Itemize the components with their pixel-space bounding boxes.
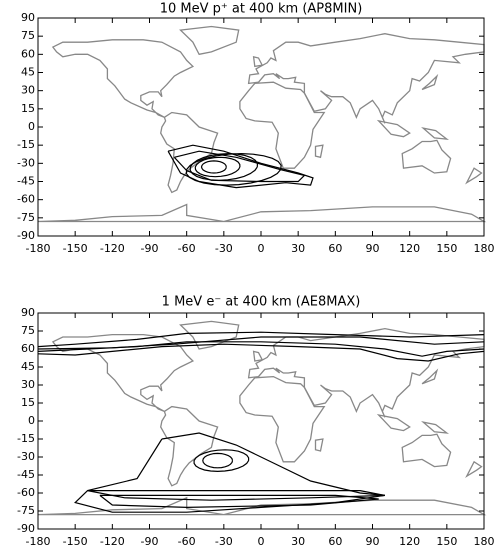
panel: 10 MeV p⁺ at 400 km (AP8MIN)-180 -150 -120… — [17, 2, 494, 256]
coastline — [37, 496, 487, 516]
x-tick-label: 0 — [258, 242, 265, 255]
contour-line — [37, 343, 485, 362]
y-tick-label: 75 — [21, 29, 35, 42]
x-tick-label: -30 — [215, 535, 233, 548]
x-tick-label: 180 — [474, 535, 495, 548]
x-tick-label: -180 — [26, 242, 51, 255]
contour-line — [202, 452, 234, 469]
y-tick-label: 15 — [21, 396, 35, 409]
y-tick-label: -15 — [17, 432, 35, 445]
coastline — [51, 333, 195, 413]
contour-line — [185, 152, 282, 186]
coastline — [401, 433, 452, 468]
y-tick-label: -90 — [17, 229, 35, 242]
y-tick-label: -90 — [17, 522, 35, 535]
y-tick-label: 15 — [21, 102, 35, 115]
contour-line — [99, 494, 379, 509]
x-tick-label: -90 — [141, 242, 159, 255]
y-tick-label: 75 — [21, 324, 35, 337]
coastline — [314, 438, 324, 452]
contour-line — [193, 449, 250, 473]
contour-line — [173, 150, 306, 183]
y-tick-label: 0 — [28, 414, 35, 427]
coastline — [421, 73, 439, 91]
x-tick-label: 0 — [258, 535, 265, 548]
chart-title: 10 MeV p⁺ at 400 km (AP8MIN) — [160, 2, 363, 17]
x-tick-label: 180 — [474, 242, 495, 255]
contour-line — [200, 160, 227, 174]
x-tick-label: -150 — [63, 535, 88, 548]
y-tick-label: -75 — [17, 211, 35, 224]
x-tick-label: -150 — [63, 242, 88, 255]
coastline — [239, 81, 326, 169]
x-tick-label: 150 — [436, 535, 457, 548]
contour-line — [37, 331, 485, 348]
x-tick-label: -120 — [100, 535, 125, 548]
chart-title: 1 MeV e⁻ at 400 km (AE8MAX) — [162, 295, 361, 310]
y-tick-label: -30 — [17, 156, 35, 169]
coastline — [252, 350, 264, 362]
y-tick-label: -60 — [17, 486, 35, 499]
y-tick-label: 90 — [21, 306, 35, 319]
y-tick-label: 45 — [21, 360, 35, 373]
x-tick-label: -30 — [215, 242, 233, 255]
contour-line — [37, 341, 485, 357]
coastline — [51, 39, 195, 118]
plot-frame — [37, 17, 485, 237]
contour-line — [189, 152, 259, 181]
x-tick-label: 30 — [291, 242, 305, 255]
coastline — [421, 421, 450, 434]
y-tick-label: -45 — [17, 175, 35, 188]
y-tick-label: 0 — [28, 120, 35, 133]
coastline — [421, 368, 439, 385]
y-tick-label: 60 — [21, 342, 35, 355]
x-tick-label: 30 — [291, 535, 305, 548]
y-tick-label: 45 — [21, 66, 35, 79]
x-tick-label: 120 — [399, 242, 420, 255]
x-tick-label: -120 — [100, 242, 125, 255]
panel: 1 MeV e⁻ at 400 km (AE8MAX)-180 -150 -120-… — [17, 295, 494, 549]
contour-line — [37, 336, 485, 350]
x-tick-label: 60 — [328, 242, 342, 255]
x-tick-label: 90 — [366, 242, 380, 255]
coastline — [160, 111, 219, 194]
coastline — [160, 405, 219, 487]
coastline — [376, 413, 411, 432]
contour-line — [194, 156, 241, 178]
coastline — [239, 375, 326, 463]
x-tick-label: -90 — [141, 535, 159, 548]
y-tick-label: -15 — [17, 138, 35, 151]
x-tick-label: -60 — [178, 535, 196, 548]
y-tick-label: -45 — [17, 468, 35, 481]
coastline — [247, 33, 485, 124]
contour-line — [167, 144, 314, 189]
coastline — [314, 144, 324, 159]
y-tick-label: 60 — [21, 47, 35, 60]
coastline — [465, 460, 483, 478]
coastline — [247, 327, 485, 418]
x-tick-label: -60 — [178, 242, 196, 255]
x-tick-label: -180 — [26, 535, 51, 548]
x-tick-label: 150 — [436, 242, 457, 255]
y-tick-label: -75 — [17, 504, 35, 517]
y-tick-label: 30 — [21, 378, 35, 391]
coastline — [401, 139, 452, 174]
y-tick-label: -60 — [17, 193, 35, 206]
y-tick-label: -30 — [17, 450, 35, 463]
y-tick-label: 90 — [21, 11, 35, 24]
coastline — [376, 119, 411, 138]
y-tick-label: 30 — [21, 84, 35, 97]
coastline — [179, 25, 240, 56]
coastline — [252, 55, 264, 68]
x-tick-label: 120 — [399, 535, 420, 548]
coastline — [465, 167, 483, 185]
coastline — [421, 127, 449, 140]
x-tick-label: 60 — [328, 535, 342, 548]
contour-line — [87, 490, 386, 501]
x-tick-label: 90 — [366, 535, 380, 548]
coastline — [37, 203, 487, 223]
